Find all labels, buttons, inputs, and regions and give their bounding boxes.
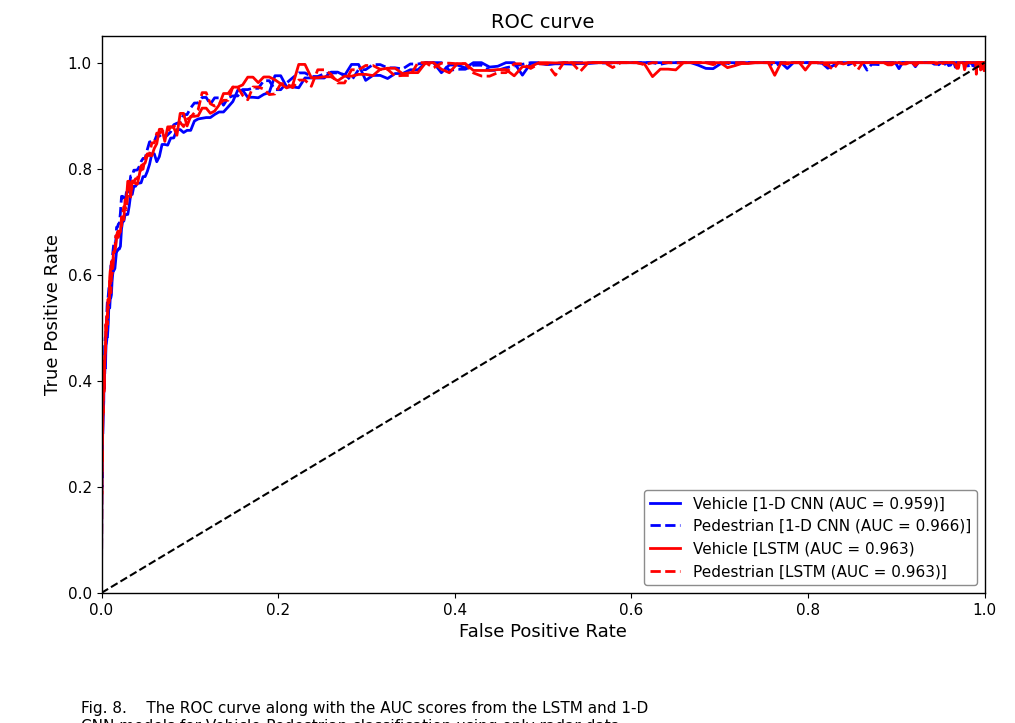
Pedestrian [LSTM (AUC = 0.963)] [978, 59, 991, 67]
Line: Vehicle [LSTM (AUC = 0.963): Vehicle [LSTM (AUC = 0.963) [102, 63, 985, 593]
Pedestrian [1-D CNN (AUC = 0.966)] [977, 59, 990, 67]
Line: Vehicle [1-D CNN (AUC = 0.959)]: Vehicle [1-D CNN (AUC = 0.959)] [102, 63, 985, 593]
Pedestrian [LSTM (AUC = 0.963)] [412, 59, 424, 67]
Pedestrian [1-D CNN (AUC = 0.966)] [966, 61, 978, 70]
Vehicle [LSTM (AUC = 0.963) [906, 59, 919, 67]
Vehicle [LSTM (AUC = 0.963) [419, 59, 431, 67]
Vehicle [1-D CNN (AUC = 0.959)] [977, 59, 990, 67]
Vehicle [1-D CNN (AUC = 0.959)] [977, 59, 990, 68]
Pedestrian [LSTM (AUC = 0.963)] [906, 59, 919, 67]
Vehicle [1-D CNN (AUC = 0.959)] [189, 116, 201, 125]
Pedestrian [1-D CNN (AUC = 0.966)] [977, 59, 990, 67]
Line: Pedestrian [1-D CNN (AUC = 0.966)]: Pedestrian [1-D CNN (AUC = 0.966)] [102, 63, 985, 593]
Vehicle [1-D CNN (AUC = 0.959)] [966, 59, 978, 67]
Pedestrian [1-D CNN (AUC = 0.966)] [978, 59, 991, 67]
Line: Pedestrian [LSTM (AUC = 0.963)]: Pedestrian [LSTM (AUC = 0.963)] [102, 63, 985, 593]
Vehicle [1-D CNN (AUC = 0.959)] [419, 59, 431, 67]
Vehicle [LSTM (AUC = 0.963) [977, 61, 990, 70]
Vehicle [LSTM (AUC = 0.963) [977, 59, 990, 67]
Pedestrian [1-D CNN (AUC = 0.966)] [977, 59, 990, 67]
Pedestrian [LSTM (AUC = 0.963)] [977, 59, 990, 67]
Pedestrian [LSTM (AUC = 0.963)] [977, 60, 990, 69]
Pedestrian [LSTM (AUC = 0.963)] [95, 589, 108, 597]
Vehicle [LSTM (AUC = 0.963) [978, 59, 991, 67]
Vehicle [LSTM (AUC = 0.963) [977, 59, 990, 67]
Pedestrian [1-D CNN (AUC = 0.966)] [95, 589, 108, 597]
X-axis label: False Positive Rate: False Positive Rate [459, 623, 627, 641]
Vehicle [LSTM (AUC = 0.963) [966, 59, 978, 67]
Vehicle [1-D CNN (AUC = 0.959)] [977, 59, 990, 67]
Pedestrian [1-D CNN (AUC = 0.966)] [419, 59, 431, 67]
Title: ROC curve: ROC curve [491, 13, 595, 32]
Vehicle [1-D CNN (AUC = 0.959)] [978, 59, 991, 67]
Pedestrian [1-D CNN (AUC = 0.966)] [189, 98, 201, 107]
Pedestrian [LSTM (AUC = 0.963)] [966, 59, 978, 67]
Vehicle [1-D CNN (AUC = 0.959)] [95, 589, 108, 597]
Vehicle [1-D CNN (AUC = 0.959)] [906, 59, 919, 67]
Text: Fig. 8.    The ROC curve along with the AUC scores from the LSTM and 1-D
CNN mod: Fig. 8. The ROC curve along with the AUC… [81, 701, 649, 723]
Pedestrian [LSTM (AUC = 0.963)] [189, 108, 201, 117]
Legend: Vehicle [1-D CNN (AUC = 0.959)], Pedestrian [1-D CNN (AUC = 0.966)], Vehicle [LS: Vehicle [1-D CNN (AUC = 0.959)], Pedestr… [644, 490, 976, 585]
Pedestrian [1-D CNN (AUC = 0.966)] [906, 59, 919, 67]
Pedestrian [LSTM (AUC = 0.963)] [977, 59, 990, 67]
Vehicle [LSTM (AUC = 0.963) [95, 589, 108, 597]
Y-axis label: True Positive Rate: True Positive Rate [44, 234, 62, 395]
Vehicle [LSTM (AUC = 0.963) [189, 112, 201, 121]
